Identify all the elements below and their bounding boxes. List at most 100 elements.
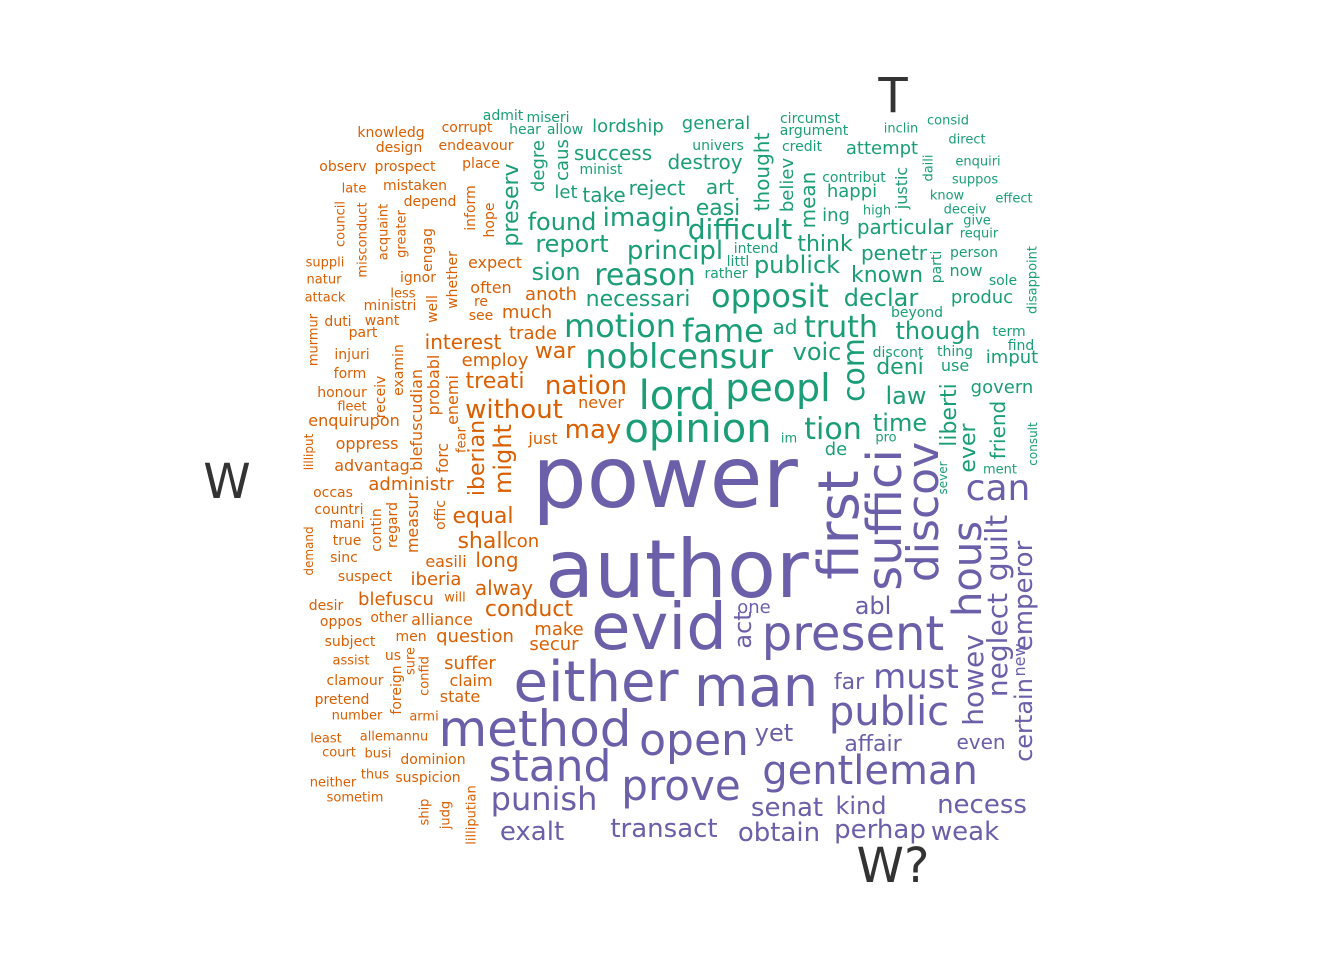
word-opinion: opinion — [624, 406, 772, 452]
word-foreign: foreign — [389, 665, 405, 715]
word-sinc: sinc — [330, 550, 358, 566]
word-equal: equal — [452, 504, 514, 529]
word-transact: transact — [610, 814, 718, 844]
word-present: present — [761, 606, 945, 662]
word-new: new — [1010, 643, 1029, 677]
word-ignor: ignor — [400, 270, 436, 286]
word-deni: deni — [876, 355, 924, 380]
word-consid: consid — [927, 113, 969, 129]
word-number: number — [331, 708, 383, 724]
word-may: may — [564, 415, 622, 445]
word-necessari: necessari — [585, 287, 691, 312]
word-method: method — [438, 700, 632, 758]
group-label-left: W — [203, 454, 251, 510]
word-sever: sever — [936, 461, 950, 495]
word-enemi: enemi — [443, 375, 462, 425]
word-expect: expect — [467, 253, 523, 272]
word-success: success — [573, 141, 653, 165]
word-judg: judg — [438, 800, 454, 830]
word-disappoint: disappoint — [1025, 245, 1041, 315]
word-stand: stand — [488, 741, 612, 792]
word-least: least — [310, 731, 342, 747]
word-occas: occas — [313, 485, 353, 501]
word-forc: forc — [433, 442, 452, 474]
word-time: time — [872, 409, 928, 437]
word-one: one — [737, 597, 771, 618]
word-parti: parti — [929, 250, 945, 284]
word-abl: abl — [854, 592, 892, 620]
word-prospect: prospect — [374, 159, 436, 175]
word-will: will — [444, 590, 466, 606]
word-suspicion: suspicion — [395, 770, 461, 786]
word-war: war — [534, 339, 576, 364]
word-examin: examin — [391, 344, 407, 396]
word-oppos: oppos — [319, 614, 363, 630]
word-conduct: conduct — [484, 597, 574, 622]
word-intend: intend — [733, 241, 779, 257]
word-punish: punish — [490, 780, 598, 818]
word-opposit: opposit — [711, 277, 829, 315]
word-thought: thought — [750, 132, 774, 212]
word-greater: greater — [394, 210, 410, 258]
word-give: give — [963, 213, 991, 229]
word-mean: mean — [796, 171, 820, 229]
word-re: re — [473, 294, 489, 310]
word-take: take — [582, 183, 626, 207]
word-power: power — [532, 428, 798, 528]
word-sole: sole — [988, 273, 1018, 289]
word-minist: minist — [579, 162, 623, 178]
word-question: question — [436, 626, 514, 647]
word-pretend: pretend — [314, 692, 370, 708]
word-discont: discont — [872, 345, 924, 361]
group-label-top: T — [878, 68, 908, 124]
word-endeavour: endeavour — [438, 138, 514, 154]
word-rather: rather — [704, 266, 748, 282]
word-man: man — [693, 655, 819, 720]
word-misconduct: misconduct — [355, 202, 371, 278]
word-offic: offic — [433, 500, 449, 530]
word-armi: armi — [409, 709, 439, 725]
word-knowledg: knowledg — [357, 125, 425, 141]
word-publick: publick — [753, 251, 841, 279]
word-destroy: destroy — [667, 150, 743, 174]
word-desir: desir — [308, 598, 344, 614]
word-allow: allow — [546, 122, 584, 138]
word-shall: shall — [457, 529, 509, 554]
word-exalt: exalt — [499, 817, 565, 847]
word-univers: univers — [692, 138, 744, 154]
word-ment: ment — [983, 462, 1017, 478]
word-anoth: anoth — [525, 284, 577, 305]
word-allemannu: allemannu — [359, 729, 429, 745]
word-administr: administr — [368, 474, 454, 495]
word-reject: reject — [628, 176, 686, 200]
word-emperor: emperor — [1009, 540, 1039, 652]
word-sure: sure — [403, 646, 419, 676]
word-duti: duti — [324, 314, 352, 330]
word-justic: justic — [892, 166, 911, 210]
word-alway: alway — [474, 576, 534, 600]
word-must: must — [873, 657, 959, 697]
word-believ: believ — [777, 157, 798, 213]
word-alliance: alliance — [411, 610, 473, 629]
word-consult: consult — [1026, 422, 1040, 466]
word-confid: confid — [417, 656, 433, 696]
word-lord: lord — [638, 373, 716, 419]
word-though: though — [895, 317, 981, 345]
word-attack: attack — [304, 290, 346, 306]
word-find: find — [1007, 338, 1035, 354]
word-affair: affair — [844, 732, 902, 757]
word-see: see — [468, 308, 494, 324]
word-depend: depend — [403, 194, 457, 210]
word-hope: hope — [482, 202, 498, 238]
word-degre: degre — [528, 139, 549, 193]
word-observ: observ — [319, 159, 367, 175]
word-corrupt: corrupt — [441, 120, 493, 136]
group-label-bottom: W? — [856, 838, 930, 894]
word-ad: ad — [772, 315, 798, 339]
word-particular: particular — [856, 215, 954, 239]
word-contribut: contribut — [822, 170, 886, 186]
word-form: form — [333, 366, 367, 382]
word-inform: inform — [463, 185, 479, 231]
word-fleet: fleet — [337, 399, 367, 415]
